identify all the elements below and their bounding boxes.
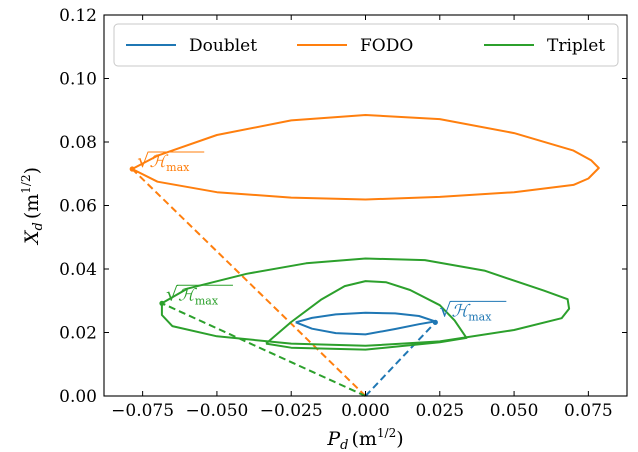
tick-marks: [104, 14, 627, 397]
x-axis-label: Pd (m1/2): [326, 426, 403, 452]
x-tick-label: 0.050: [490, 401, 539, 421]
x-tick-label: −0.050: [185, 401, 248, 421]
x-tick-labels: −0.075 −0.050 −0.025 0.000 0.025 0.050 0.075: [111, 401, 613, 421]
plot-frame: [103, 14, 628, 397]
fodo-hmax-label: √ℋmax: [137, 150, 190, 174]
doublet-curve: [295, 311, 437, 336]
legend-label-doublet: Doublet: [189, 36, 257, 56]
x-tick-label: 0.025: [415, 401, 464, 421]
x-tick-label: −0.075: [111, 401, 174, 421]
triplet-dashed-line: [161, 302, 366, 397]
y-tick-label: 0.08: [59, 133, 97, 153]
triplet-inner-curve: [265, 280, 468, 351]
y-tick-label: 0.02: [59, 324, 97, 344]
doublet-peak-marker: [432, 319, 438, 325]
x-tick-label: 0.075: [564, 401, 613, 421]
series-layer: [129, 114, 600, 397]
fodo-curve: [131, 114, 600, 201]
triplet-hmax-label: √ℋmax: [166, 283, 219, 307]
triplet-hmax-annotation: √ℋmax: [166, 283, 233, 307]
y-axis-label: Xd(m1/2): [19, 167, 46, 246]
doublet-hmax-annotation: √ℋmax: [439, 299, 507, 323]
y-tick-label: 0.10: [59, 70, 97, 90]
fodo-hmax-annotation: √ℋmax: [137, 150, 205, 174]
triplet-peak-marker: [159, 300, 165, 306]
triplet-curve: [160, 257, 571, 347]
fodo-peak-marker: [129, 166, 135, 172]
annotation-layer: √ℋmax √ℋmax √ℋmax: [137, 150, 507, 323]
y-tick-label: 0.04: [59, 260, 97, 280]
legend-label-fodo: FODO: [360, 36, 413, 56]
legend: Doublet FODO Triplet: [113, 23, 619, 67]
x-tick-label: 0.000: [341, 401, 390, 421]
x-tick-label: −0.025: [260, 401, 323, 421]
doublet-dashed-line: [364, 321, 437, 397]
legend-label-triplet: Triplet: [547, 36, 605, 56]
y-tick-labels: 0.00 0.02 0.04 0.06 0.08 0.10 0.12: [59, 6, 97, 407]
doublet-hmax-label: √ℋmax: [439, 299, 492, 323]
legend-box: [113, 23, 619, 67]
y-tick-label: 0.06: [59, 197, 97, 217]
y-tick-label: 0.00: [59, 387, 97, 407]
y-tick-label: 0.12: [59, 6, 97, 26]
